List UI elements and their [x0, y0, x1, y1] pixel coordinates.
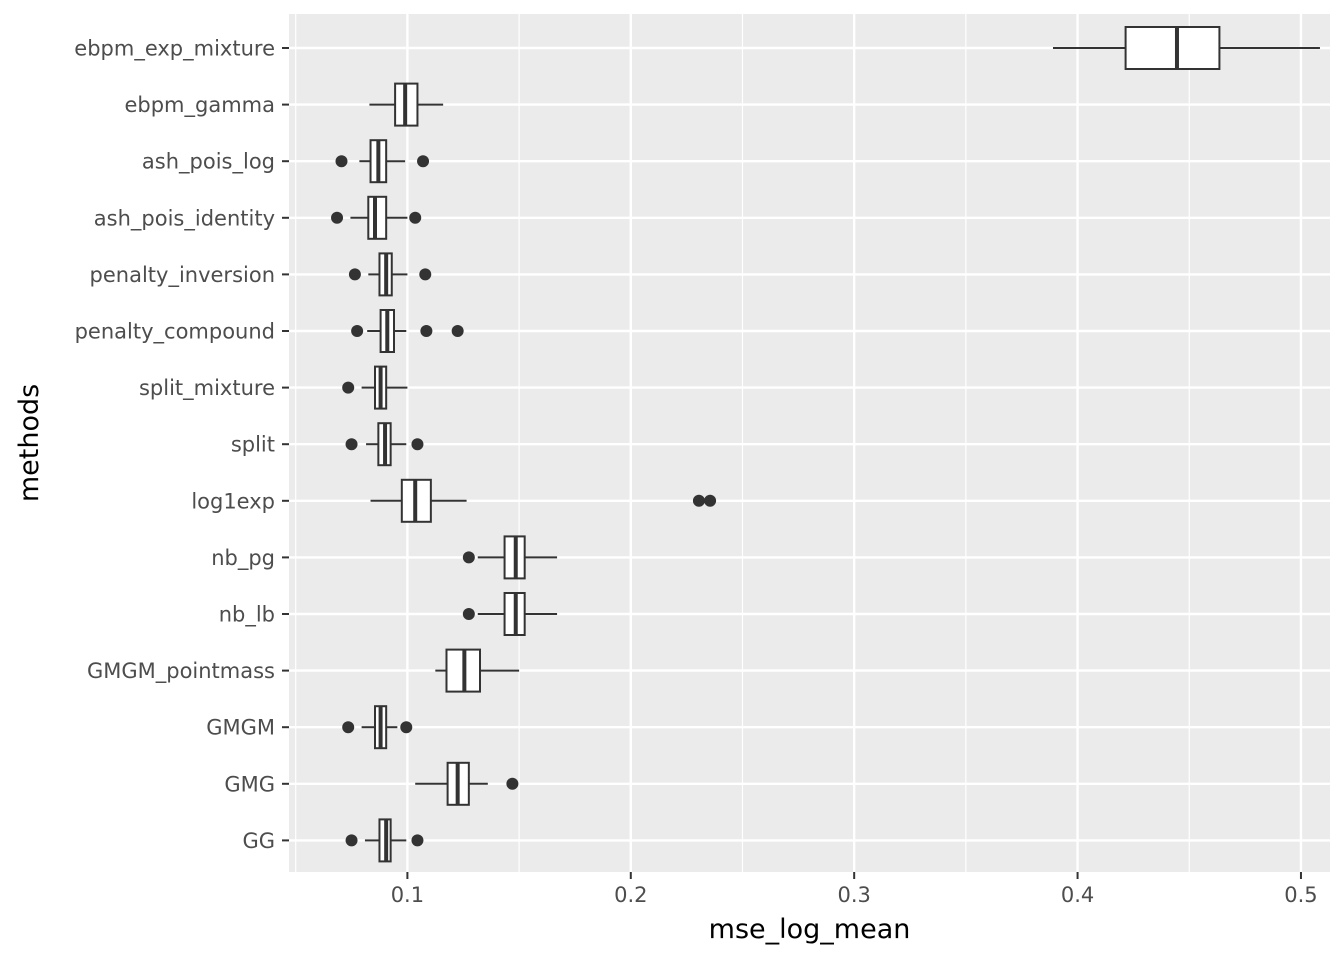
- y-tick-label: GMGM_pointmass: [87, 659, 275, 684]
- outlier-point: [417, 155, 430, 168]
- box-log1exp: [370, 478, 717, 523]
- box-GMGM_pointmass: [435, 648, 520, 693]
- box-ash_pois_log: [335, 139, 430, 184]
- box-penalty_inversion: [348, 252, 432, 297]
- outlier-point: [335, 155, 348, 168]
- outlier-point: [411, 834, 424, 847]
- outlier-point: [420, 325, 433, 337]
- outlier-point: [342, 381, 355, 394]
- box-GG: [345, 818, 424, 863]
- outlier-point: [692, 494, 705, 507]
- box-split: [345, 422, 424, 467]
- box-ash_pois_identity: [331, 195, 422, 240]
- box-penalty_compound: [351, 309, 464, 353]
- y-axis: ebpm_exp_mixture ebpm_gamma ash_pois_logas…: [74, 37, 289, 853]
- outlier-point: [462, 608, 475, 620]
- box-ebpm_exp_mixture: [1052, 26, 1320, 70]
- box-nb_lb: [462, 592, 558, 636]
- y-tick-label: penalty_inversion: [90, 263, 275, 288]
- box-ebpm_gamma: [369, 82, 444, 127]
- outlier-point: [704, 494, 717, 507]
- x-tick-label: 0.5: [1284, 883, 1317, 907]
- box-split_mixture: [342, 365, 408, 410]
- box-GMG: [415, 761, 519, 806]
- y-tick-label: ebpm_gamma: [124, 93, 275, 118]
- outlier-point: [419, 268, 432, 281]
- outlier-point: [351, 325, 364, 337]
- box-GMGM: [342, 705, 413, 750]
- y-tick-label: log1exp: [191, 489, 275, 513]
- y-tick-label: GMG: [224, 772, 275, 796]
- y-tick-label: nb_pg: [211, 546, 275, 571]
- x-tick-label: 0.4: [1061, 883, 1094, 907]
- y-tick-label: ebpm_exp_mixture: [74, 37, 275, 62]
- y-tick-label: penalty_compound: [75, 320, 275, 345]
- y-tick-label: split: [231, 433, 275, 457]
- x-tick-label: 0.1: [391, 883, 424, 907]
- outlier-point: [411, 438, 424, 451]
- y-tick-label: ash_pois_identity: [94, 206, 275, 231]
- y-tick-label: GMGM: [206, 716, 275, 740]
- outlier-point: [331, 211, 344, 224]
- outlier-point: [506, 777, 519, 790]
- outlier-point: [348, 268, 361, 281]
- y-axis-title: methods: [14, 384, 45, 502]
- outlier-point: [409, 211, 422, 224]
- x-tick-label: 0.2: [614, 883, 647, 907]
- outlier-point: [345, 438, 358, 451]
- y-tick-label: GG: [242, 829, 275, 853]
- x-tick-label: 0.3: [837, 883, 870, 907]
- outlier-point: [342, 721, 355, 734]
- y-tick-label: ash_pois_log: [142, 150, 275, 175]
- box-series: [331, 26, 1320, 863]
- outlier-point: [345, 834, 358, 847]
- x-axis-title: mse_log_mean: [709, 914, 911, 945]
- y-tick-label: nb_lb: [219, 603, 275, 628]
- box-nb_pg: [462, 535, 558, 580]
- outlier-point: [400, 721, 413, 734]
- x-axis: 0.1 0.2 0.3 0.4 0.5: [391, 872, 1318, 907]
- y-tick-label: split_mixture: [139, 376, 275, 401]
- box-iqr: [1124, 26, 1221, 70]
- outlier-point: [451, 325, 464, 337]
- box-iqr: [367, 195, 388, 240]
- outlier-point: [462, 551, 475, 564]
